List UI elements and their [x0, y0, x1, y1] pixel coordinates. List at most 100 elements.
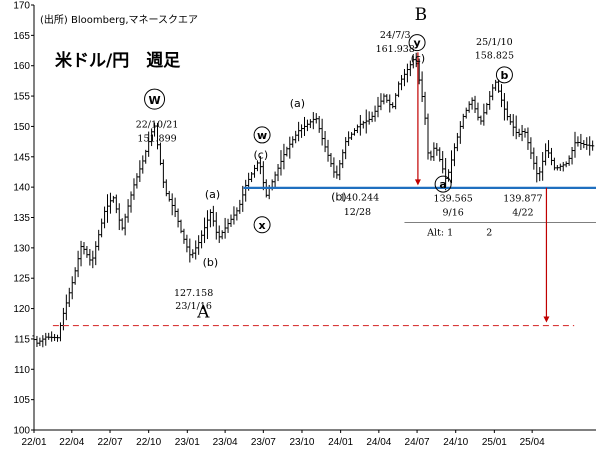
price-bar — [367, 111, 371, 125]
wave-label: (a) — [290, 97, 305, 110]
x-tick-label: 22/07 — [98, 437, 123, 448]
price-bar — [50, 331, 54, 342]
price-bar — [273, 171, 277, 188]
price-bar — [188, 238, 192, 263]
price-bar — [485, 102, 489, 115]
price-bar — [573, 131, 577, 158]
price-bar — [82, 242, 86, 255]
price-bar — [561, 161, 565, 172]
wave-label: (c) — [411, 52, 426, 65]
price-bar — [364, 109, 368, 134]
price-bar — [332, 157, 336, 178]
chart-title: 米ドル/円 週足 — [55, 50, 180, 71]
annotation: 139.565 — [434, 194, 473, 205]
price-bar — [549, 147, 554, 166]
price-bar — [249, 172, 254, 183]
wave-circle — [495, 66, 513, 84]
price-bar — [44, 332, 48, 346]
wave-label: A — [196, 303, 210, 323]
price-bar — [305, 119, 310, 132]
price-bar — [226, 218, 230, 233]
price-bar — [79, 240, 83, 267]
annotation: 161.938 — [376, 44, 415, 55]
price-bar — [376, 96, 380, 118]
y-tick-label: 125 — [13, 274, 30, 285]
price-bar — [144, 149, 148, 164]
price-bar — [111, 195, 115, 203]
price-bar — [402, 69, 407, 87]
price-bar — [138, 160, 142, 182]
price-bar — [558, 163, 562, 171]
price-bar — [179, 219, 183, 234]
price-bar — [435, 143, 439, 156]
price-bar — [135, 173, 139, 189]
price-bar — [194, 240, 198, 260]
price-bar — [41, 335, 45, 348]
price-bar — [32, 330, 36, 344]
price-bar — [152, 122, 157, 137]
annotation: 139.877 — [503, 194, 542, 205]
price-bar — [591, 140, 595, 151]
price-bar — [229, 214, 233, 227]
price-bar — [52, 334, 57, 342]
price-bar — [323, 130, 327, 153]
annotation: 151.899 — [137, 134, 176, 145]
price-bar — [208, 209, 213, 228]
x-tick-label: 22/01 — [21, 437, 46, 448]
price-bar — [349, 132, 354, 140]
x-tick-label: 23/10 — [289, 437, 314, 448]
price-bar — [38, 337, 42, 347]
price-bar — [564, 161, 568, 168]
annotation: 4/22 — [512, 208, 533, 219]
price-bar — [205, 210, 210, 240]
annotation: 22/10/21 — [136, 120, 179, 131]
price-bar — [526, 127, 530, 150]
price-bar — [202, 217, 207, 244]
price-bar — [517, 128, 521, 138]
y-tick-label: 155 — [13, 92, 30, 103]
arrow-head — [414, 179, 421, 186]
price-bar — [582, 140, 586, 149]
wave-label: B — [415, 5, 428, 25]
x-tick-label: 23/04 — [213, 437, 238, 448]
price-bar — [358, 114, 362, 136]
price-bar — [123, 213, 127, 236]
x-tick-label: 23/01 — [175, 437, 200, 448]
wave-label: y — [413, 37, 420, 50]
x-tick-label: 23/07 — [251, 437, 276, 448]
price-bar — [496, 79, 501, 93]
price-bar — [388, 94, 392, 113]
price-bar — [282, 143, 286, 170]
price-bar — [538, 167, 542, 182]
annotation: 25/1/10 — [476, 37, 513, 48]
x-tick-label: 24/04 — [366, 437, 391, 448]
price-series — [32, 52, 595, 348]
price-bar — [88, 248, 92, 266]
price-bar — [470, 97, 474, 110]
annotation: 158.825 — [475, 50, 514, 61]
price-bar — [117, 203, 121, 231]
price-bar — [170, 193, 174, 216]
price-bar — [258, 156, 262, 175]
price-bar — [514, 115, 518, 140]
price-bar — [567, 155, 571, 166]
y-tick-label: 165 — [13, 31, 30, 42]
price-bar — [411, 55, 415, 69]
price-bar — [355, 124, 360, 134]
price-bar — [499, 84, 504, 108]
price-bar — [585, 137, 589, 150]
price-bar — [191, 249, 195, 259]
price-bar — [394, 93, 398, 110]
wave-label: (c) — [253, 149, 268, 162]
x-tick-label: 22/10 — [136, 437, 161, 448]
price-bar — [467, 101, 471, 113]
y-tick-label: 120 — [13, 304, 30, 315]
price-bar — [141, 155, 145, 174]
price-bar — [214, 212, 218, 240]
price-bar — [158, 142, 163, 166]
price-bar — [102, 206, 107, 229]
wave-label: w — [257, 129, 267, 142]
price-bar — [523, 128, 527, 138]
price-bar — [220, 230, 224, 240]
